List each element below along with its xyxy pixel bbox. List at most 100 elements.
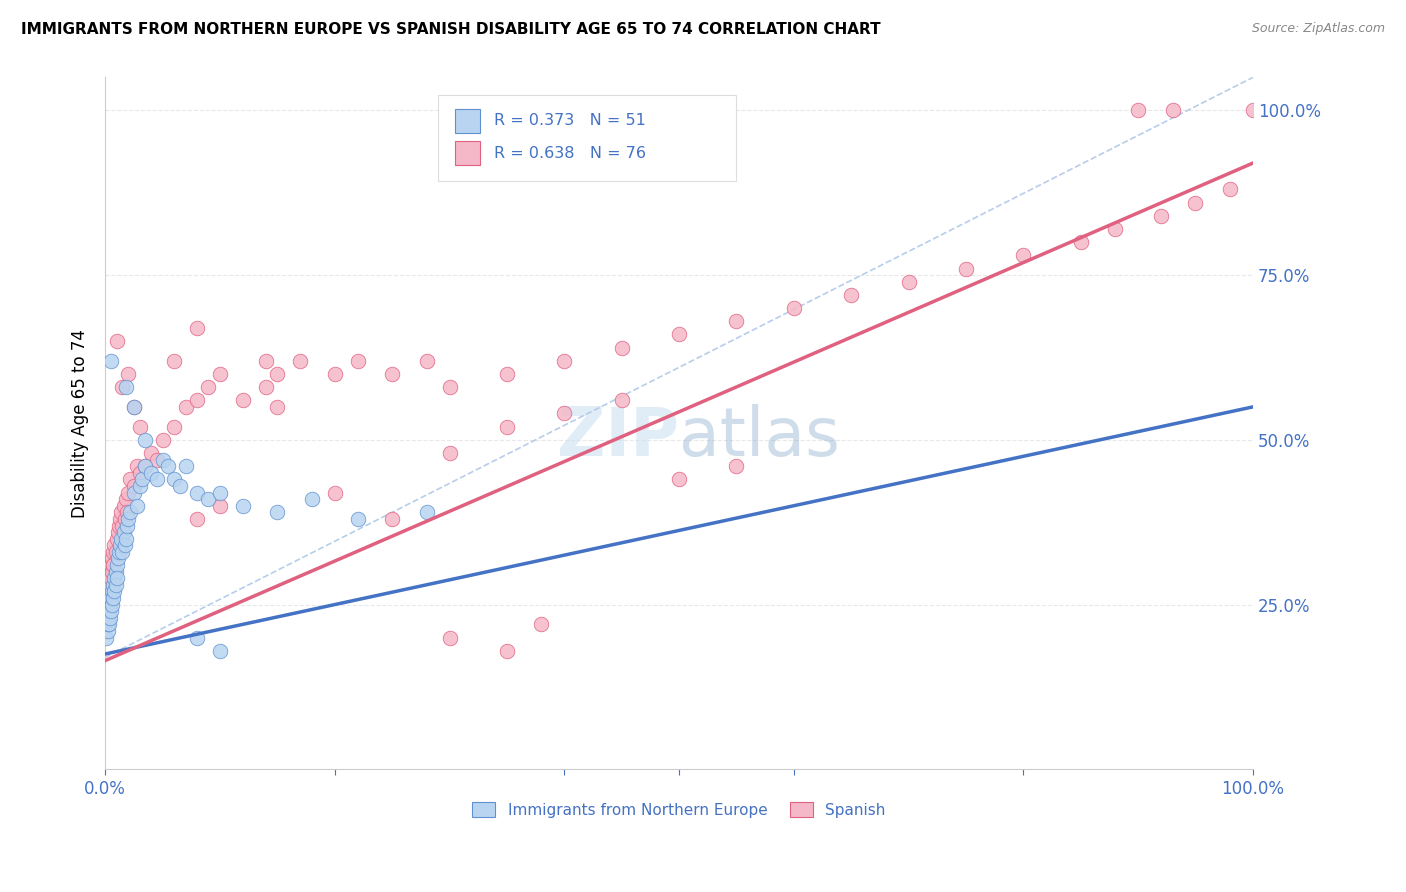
Point [169,479,191,493]
Point [134,459,156,474]
Point [139,466,162,480]
Point [174,459,197,474]
Point [105,558,128,572]
Point [96,591,118,605]
Point [104,545,127,559]
Point [103,584,125,599]
Point [553,407,575,421]
Point [128,419,150,434]
Point [152,452,174,467]
Point [97,604,120,618]
Point [96,631,118,645]
Point [186,631,208,645]
Legend: Immigrants from Northern Europe, Spanish: Immigrants from Northern Europe, Spanish [467,796,891,824]
Point [97,571,120,585]
Point [152,433,174,447]
Point [108,518,131,533]
Point [783,301,806,315]
Point [114,512,136,526]
Point [610,341,633,355]
Point [381,512,404,526]
Point [103,578,125,592]
Point [120,472,142,486]
Point [105,334,128,348]
Point [186,485,208,500]
Point [1161,103,1184,118]
Point [163,419,186,434]
Point [163,353,186,368]
Point [120,505,142,519]
FancyBboxPatch shape [439,95,737,181]
Point [110,505,132,519]
FancyBboxPatch shape [456,109,481,133]
Point [103,545,125,559]
Point [266,400,288,414]
Point [111,380,134,394]
Point [197,380,219,394]
Point [122,400,145,414]
Point [96,617,118,632]
Point [105,571,128,585]
Point [134,433,156,447]
Point [208,643,231,657]
Point [100,571,122,585]
Point [839,288,862,302]
Point [146,452,169,467]
Point [115,380,138,394]
Point [174,400,197,414]
Point [96,624,118,638]
Point [381,367,404,381]
Point [186,393,208,408]
Point [186,321,208,335]
Point [98,611,121,625]
Point [134,459,156,474]
Point [496,367,519,381]
Point [128,479,150,493]
Point [553,353,575,368]
Point [103,538,125,552]
FancyBboxPatch shape [456,141,481,165]
Point [96,617,118,632]
Point [104,565,127,579]
Point [96,598,118,612]
Point [108,512,131,526]
Point [111,545,134,559]
Point [128,466,150,480]
Point [100,591,122,605]
Point [122,400,145,414]
Point [266,367,288,381]
Point [439,380,461,394]
Point [107,525,129,540]
Point [97,611,120,625]
Point [439,631,461,645]
Point [232,393,254,408]
Point [112,499,135,513]
Point [103,591,125,605]
Point [725,314,748,328]
Point [105,532,128,546]
Point [108,545,131,559]
Point [1219,182,1241,196]
Text: Source: ZipAtlas.com: Source: ZipAtlas.com [1251,22,1385,36]
Point [108,538,131,552]
Point [107,551,129,566]
Point [146,472,169,486]
Point [157,459,180,474]
Point [1126,103,1149,118]
Point [266,505,288,519]
Point [254,380,277,394]
Point [725,459,748,474]
Point [115,505,138,519]
Point [96,578,118,592]
Point [127,499,149,513]
Point [115,518,138,533]
Point [115,492,138,507]
Text: R = 0.373   N = 51: R = 0.373 N = 51 [495,113,647,128]
Point [530,617,553,632]
Text: ZIP: ZIP [557,404,679,470]
Point [139,446,162,460]
Point [163,472,186,486]
Point [955,261,977,276]
Point [101,551,124,566]
Point [122,479,145,493]
